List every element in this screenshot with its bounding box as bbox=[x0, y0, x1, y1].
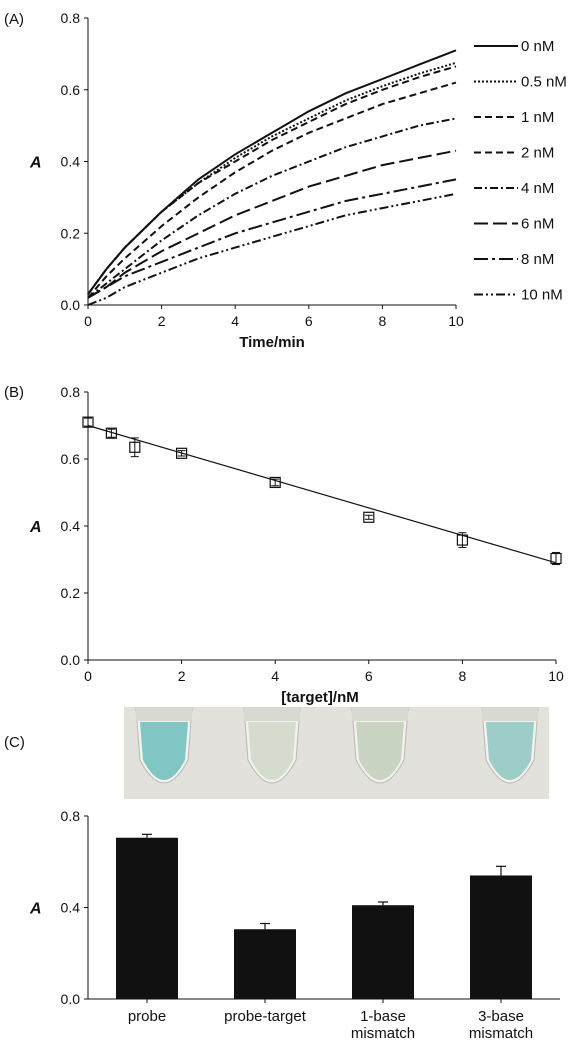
panel-b-fit-line bbox=[87, 424, 557, 564]
tube-rim bbox=[482, 707, 538, 721]
tube-liquid bbox=[486, 722, 534, 780]
panel-b-data-point bbox=[550, 552, 562, 565]
panel-b-x-tick-label: 0 bbox=[84, 668, 92, 684]
panel-b-y-tick-label: 0.4 bbox=[61, 518, 81, 534]
panel-a-legend-label: 8 nM bbox=[521, 251, 554, 268]
panel-a-line-chart: (A) 0.0 0.2 0.4 0.6 0.8 0 2 4 6 8 10 Time/min A 0 nM 0.… bbox=[4, 10, 567, 351]
tube bbox=[135, 707, 193, 784]
tube-liquid bbox=[140, 722, 188, 780]
tube bbox=[351, 707, 409, 784]
panel-b-data-point bbox=[456, 534, 468, 546]
panel-a-x-tick-label: 10 bbox=[448, 313, 464, 329]
panel-a-legend-label: 6 nM bbox=[521, 216, 554, 233]
panel-b-label: (B) bbox=[4, 384, 24, 401]
panel-a-legend-label: 0.5 nM bbox=[521, 74, 567, 91]
tube-rim bbox=[352, 707, 408, 721]
panel-a-legend-label: 10 nM bbox=[521, 287, 563, 304]
panel-a-series-line bbox=[87, 49, 457, 295]
panel-b-x-tick-label: 6 bbox=[365, 668, 373, 684]
panel-c-category-label: mismatch bbox=[351, 1025, 415, 1042]
panel-b-scatter-chart: (B) 0.0 0.2 0.4 0.6 0.8 0 2 4 6 8 10 [target]/nM A bbox=[4, 384, 564, 706]
panel-b-data-point bbox=[82, 416, 94, 428]
panel-c-category-label: mismatch bbox=[469, 1025, 533, 1042]
panel-b-y-tick-label: 0.8 bbox=[61, 384, 81, 400]
panel-c-bar bbox=[116, 837, 178, 999]
panel-c-bar bbox=[352, 905, 414, 999]
panel-b-x-tick-label: 10 bbox=[548, 668, 564, 684]
panel-b-data-point bbox=[105, 427, 118, 439]
panel-a-y-tick-label: 0.4 bbox=[61, 154, 81, 170]
panel-c-category-label: 1-base bbox=[360, 1008, 406, 1025]
panel-b-y-tick-label: 0.6 bbox=[61, 451, 81, 467]
panel-a-legend-label: 1 nM bbox=[521, 109, 554, 126]
panel-c-category-label: 3-base bbox=[478, 1008, 524, 1025]
panel-c-category-label: probe-target bbox=[224, 1008, 307, 1025]
panel-a-y-tick-label: 0.6 bbox=[61, 82, 81, 98]
panel-b-y-axis-label: A bbox=[29, 519, 42, 536]
panel-c-bar bbox=[470, 875, 532, 999]
panel-a-y-tick-label: 0.2 bbox=[61, 225, 81, 241]
panel-a-y-tick-label: 0.0 bbox=[61, 297, 81, 313]
panel-b-data-point bbox=[129, 441, 141, 453]
panel-b-x-tick-label: 8 bbox=[459, 668, 467, 684]
panel-c-bar bbox=[234, 929, 296, 999]
tube-photo bbox=[124, 707, 549, 799]
tube bbox=[481, 707, 539, 784]
panel-b-data-point bbox=[363, 511, 375, 523]
panel-b-x-tick-label: 4 bbox=[271, 668, 279, 684]
panel-a-legend-label: 0 nM bbox=[521, 38, 554, 55]
panel-a-legend-label: 4 nM bbox=[521, 180, 554, 197]
tube bbox=[243, 707, 301, 784]
panel-a-series-line bbox=[87, 192, 457, 306]
panel-b-y-tick-label: 0.0 bbox=[61, 652, 81, 668]
panel-a-x-tick-label: 0 bbox=[84, 313, 92, 329]
tube-liquid bbox=[248, 722, 296, 780]
panel-b-x-axis-label: [target]/nM bbox=[281, 689, 359, 706]
panel-b-y-tick-label: 0.2 bbox=[61, 585, 81, 601]
panel-a-x-tick-label: 6 bbox=[305, 313, 313, 329]
tube-rim bbox=[136, 707, 192, 721]
panel-c-category-label: probe bbox=[128, 1008, 166, 1025]
panel-a-x-tick-label: 4 bbox=[231, 313, 239, 329]
panel-a-label: (A) bbox=[4, 11, 24, 28]
panel-a-series-line bbox=[87, 178, 457, 299]
panel-a-x-axis-label: Time/min bbox=[239, 334, 305, 351]
panel-c-y-tick-label: 0.0 bbox=[61, 991, 81, 1007]
panel-a-x-tick-label: 8 bbox=[379, 313, 387, 329]
panel-c-y-axis-label: A bbox=[29, 901, 42, 918]
panel-c-y-tick-label: 0.4 bbox=[61, 900, 81, 916]
panel-b-x-tick-label: 2 bbox=[178, 668, 186, 684]
panel-b-data-point bbox=[176, 447, 188, 459]
tube-liquid bbox=[356, 722, 404, 780]
panel-a-series-line bbox=[87, 65, 457, 295]
panel-a-y-tick-label: 0.8 bbox=[61, 10, 81, 26]
panel-a-series-line bbox=[87, 81, 457, 299]
panel-a-x-tick-label: 2 bbox=[158, 313, 166, 329]
panel-a-series-line bbox=[87, 149, 457, 299]
panel-a-series-line bbox=[87, 117, 457, 299]
panel-a-series-line bbox=[87, 61, 457, 295]
tube-rim bbox=[244, 707, 300, 721]
panel-c-y-tick-label: 0.8 bbox=[61, 808, 81, 824]
panel-a-legend-label: 2 nM bbox=[521, 145, 554, 162]
panel-c-label: (C) bbox=[4, 734, 25, 751]
panel-a-y-axis-label: A bbox=[29, 155, 42, 172]
panel-b-data-point bbox=[269, 476, 281, 489]
